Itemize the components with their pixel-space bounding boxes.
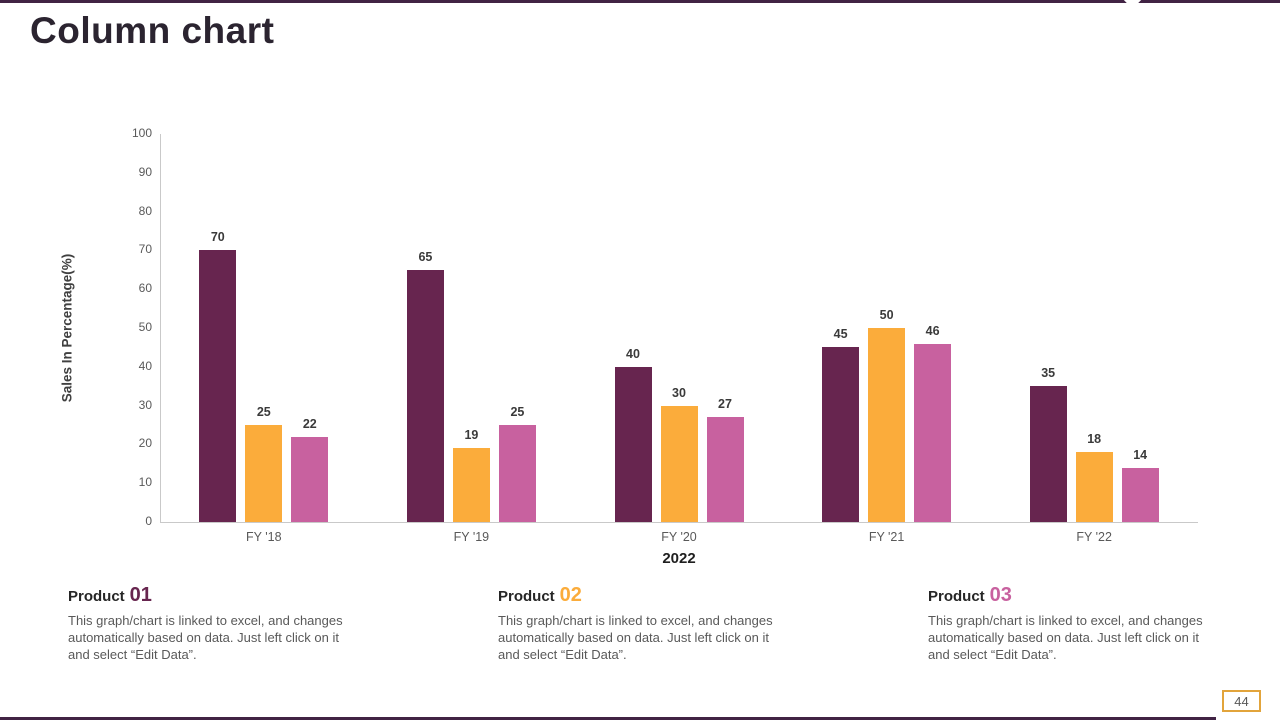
bar-product-01 [614, 366, 652, 522]
bar-value-label: 70 [210, 230, 225, 245]
y-tick-label: 60 [138, 281, 152, 296]
bar-product-02 [660, 405, 698, 522]
x-tick-label: FY '20 [661, 530, 697, 544]
y-tick-label: 40 [138, 358, 152, 373]
bar-value-label: 40 [626, 346, 640, 361]
bar-value-label: 27 [718, 397, 732, 412]
bar-product-03 [914, 343, 952, 522]
y-tick-label: 50 [138, 320, 152, 334]
bar-value-label: 65 [418, 249, 433, 264]
bar-value-label: 18 [1087, 432, 1102, 447]
bar-product-02 [1075, 452, 1113, 522]
page-number-badge: 44 [1222, 690, 1261, 712]
bar-product-01 [822, 347, 860, 522]
x-tick-label: FY '19 [453, 530, 490, 544]
bar-product-01 [1029, 386, 1067, 522]
bar-value-label: 35 [1041, 366, 1056, 381]
bar-value-label: 50 [879, 308, 894, 322]
bar-product-03 [498, 425, 536, 522]
bar-value-label: 45 [833, 327, 848, 342]
legend-product-02-heading: Product 02 [498, 584, 798, 607]
bar-value-label: 30 [672, 385, 686, 400]
bar-product-02 [245, 425, 283, 522]
product-description: This graph/chart is linked to excel, and… [68, 613, 343, 662]
y-axis-line [160, 134, 161, 522]
bar-value-label: 22 [302, 416, 317, 431]
y-axis-title: Sales In Percentage(%) [59, 253, 75, 403]
page-title: Column chart [30, 10, 275, 51]
bar-product-02 [868, 328, 906, 522]
product-description: This graph/chart is linked to excel, and… [498, 613, 773, 662]
x-tick-label: FY '18 [246, 530, 282, 544]
legend-product-02: Product 02 This graph/chart is linked to … [498, 584, 798, 664]
legend-product-03: Product 03 This graph/chart is linked to … [928, 584, 1228, 664]
y-tick-label: 20 [138, 436, 152, 451]
legend-product-01-heading: Product 01 [68, 584, 368, 607]
product-number: 01 [129, 584, 152, 606]
page-number: 44 [1234, 693, 1249, 709]
bar-value-label: 25 [256, 405, 271, 419]
product-number: 02 [559, 584, 582, 606]
bar-value-label: 14 [1133, 447, 1148, 462]
top-accent-line [0, 0, 1280, 9]
bar-product-01 [199, 250, 237, 522]
x-axis-title: 2022 [662, 550, 696, 567]
y-tick-label: 80 [138, 203, 152, 218]
x-axis-line [160, 522, 1198, 523]
y-tick-label: 70 [138, 242, 152, 257]
y-tick-label: 10 [138, 475, 152, 490]
bottom-accent-line [0, 717, 1216, 720]
y-tick-label: 30 [138, 397, 152, 412]
product-label: Product [68, 588, 125, 605]
y-tick-label: 0 [145, 514, 152, 528]
product-description: This graph/chart is linked to excel, and… [928, 613, 1203, 662]
bar-product-03 [1121, 467, 1159, 522]
bar-product-02 [452, 448, 490, 522]
product-label: Product [928, 588, 985, 605]
bar-value-label: 19 [464, 428, 479, 443]
bar-product-01 [406, 269, 444, 522]
product-label: Product [498, 588, 555, 605]
y-tick-label: 100 [131, 126, 152, 140]
bar-product-03 [706, 417, 744, 522]
y-tick-label: 90 [138, 164, 152, 179]
bar-value-label: 46 [925, 323, 940, 338]
x-tick-label: FY '21 [868, 530, 905, 544]
bar-product-03 [291, 436, 329, 522]
x-tick-label: FY '22 [1076, 530, 1112, 544]
product-number: 03 [989, 584, 1012, 606]
legend-product-03-heading: Product 03 [928, 584, 1228, 607]
legend-product-01: Product 01 This graph/chart is linked to … [68, 584, 368, 664]
bar-value-label: 25 [510, 405, 525, 419]
